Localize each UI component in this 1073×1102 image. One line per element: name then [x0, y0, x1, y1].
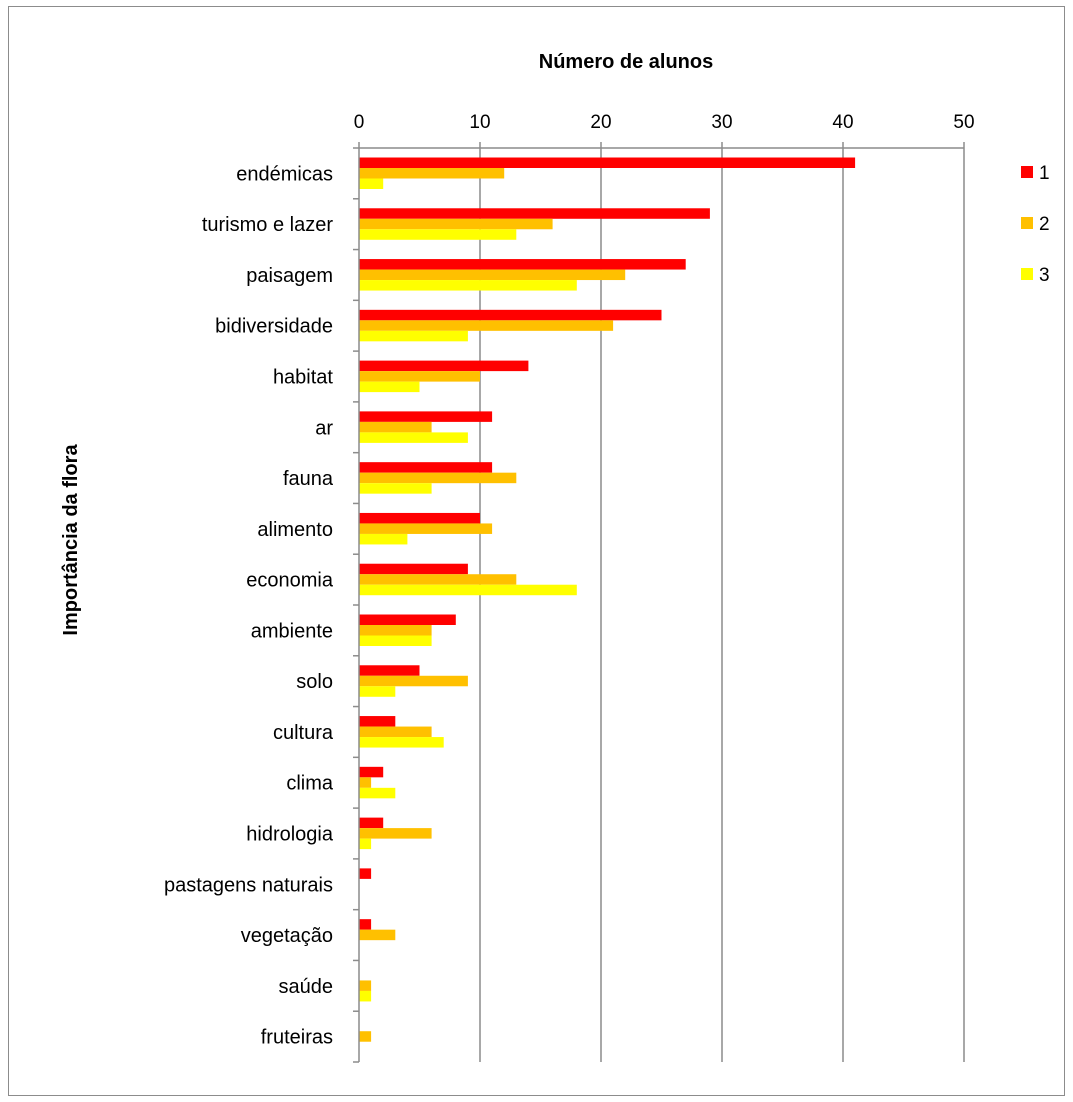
category-label: pastagens naturais	[164, 874, 333, 896]
bar-7-series-3	[359, 533, 408, 545]
category-label: clima	[286, 773, 334, 795]
category-label: economia	[246, 570, 334, 592]
bar-1-series-1	[359, 208, 710, 219]
bar-13-series-3	[359, 838, 372, 850]
bar-16-series-2	[359, 980, 372, 991]
bar-6-series-2	[359, 472, 517, 484]
x-tick-label: 20	[590, 112, 611, 133]
bar-13-series-2	[359, 828, 432, 839]
bar-9-series-2	[359, 625, 432, 636]
bar-2-series-2	[359, 269, 626, 281]
x-tick-label: 0	[354, 112, 365, 133]
bar-layer	[359, 157, 856, 1042]
bar-13-series-1	[359, 817, 384, 829]
category-label: solo	[296, 671, 333, 693]
chart-frame	[8, 6, 1065, 1096]
bar-12-series-2	[359, 777, 372, 788]
bar-16-series-3	[359, 990, 372, 1002]
bar-11-series-3	[359, 737, 444, 748]
x-tick-labels: 0 10 20 30 40 50	[354, 112, 975, 133]
category-label: alimento	[257, 519, 333, 541]
category-label: paisagem	[246, 265, 333, 287]
category-labels: endémicas turismo e lazer paisagem bidivers…	[164, 163, 334, 1048]
bar-1-series-3	[359, 229, 517, 240]
legend-swatch-3	[1021, 268, 1033, 280]
bar-3-series-2	[359, 320, 614, 331]
bar-11-series-2	[359, 726, 432, 738]
x-tick-label: 50	[953, 112, 974, 133]
bar-8-series-3	[359, 584, 577, 596]
category-label: hidrologia	[246, 824, 334, 846]
bar-6-series-3	[359, 483, 432, 494]
bar-7-series-1	[359, 512, 480, 524]
category-label: fruteiras	[261, 1027, 333, 1049]
y-axis-label: Importância da flora	[60, 444, 82, 636]
category-label: bidiversidade	[215, 316, 333, 338]
legend: 1 2 3	[1021, 163, 1050, 286]
category-label: turismo e lazer	[202, 214, 333, 236]
bar-5-series-3	[359, 432, 468, 443]
legend-label-1: 1	[1039, 163, 1050, 184]
bar-0-series-1	[359, 157, 856, 168]
bar-11-series-1	[359, 716, 396, 727]
bar-15-series-2	[359, 929, 396, 941]
bar-15-series-1	[359, 919, 372, 930]
bar-0-series-2	[359, 168, 505, 179]
category-label: saúde	[279, 976, 334, 998]
bar-3-series-3	[359, 330, 468, 342]
bar-12-series-1	[359, 766, 384, 778]
bar-9-series-1	[359, 614, 456, 625]
chart-title: Número de alunos	[539, 51, 713, 73]
category-label: ambiente	[251, 620, 333, 642]
bar-10-series-2	[359, 675, 468, 687]
category-label: cultura	[273, 722, 334, 744]
grid-layer	[479, 148, 965, 1062]
bar-9-series-3	[359, 635, 432, 646]
bar-2-series-1	[359, 259, 686, 270]
category-label: ar	[315, 417, 333, 439]
bar-5-series-2	[359, 421, 432, 433]
category-label: habitat	[273, 367, 333, 389]
x-tick-label: 10	[469, 112, 490, 133]
bar-17-series-2	[359, 1031, 372, 1042]
bar-7-series-2	[359, 523, 493, 534]
legend-label-2: 2	[1039, 214, 1050, 235]
bar-8-series-2	[359, 574, 517, 585]
bar-5-series-1	[359, 411, 493, 422]
category-label: fauna	[283, 468, 334, 490]
bar-0-series-3	[359, 178, 384, 189]
bar-2-series-3	[359, 280, 577, 291]
bar-12-series-3	[359, 787, 396, 799]
bar-3-series-1	[359, 309, 662, 321]
bar-6-series-1	[359, 462, 493, 473]
bar-4-series-2	[359, 371, 480, 382]
category-label: endémicas	[236, 163, 333, 185]
bar-8-series-1	[359, 563, 468, 575]
legend-swatch-2	[1021, 217, 1033, 229]
axis-layer	[353, 142, 965, 1063]
x-tick-label: 30	[711, 112, 732, 133]
bar-4-series-1	[359, 360, 529, 372]
bar-10-series-3	[359, 686, 396, 697]
category-label: vegetação	[241, 925, 333, 947]
bar-10-series-1	[359, 665, 420, 676]
legend-swatch-1	[1021, 166, 1033, 178]
bar-14-series-1	[359, 868, 372, 879]
legend-label-3: 3	[1039, 265, 1050, 286]
bar-4-series-3	[359, 381, 420, 393]
bar-1-series-2	[359, 218, 553, 230]
x-tick-label: 40	[832, 112, 853, 133]
